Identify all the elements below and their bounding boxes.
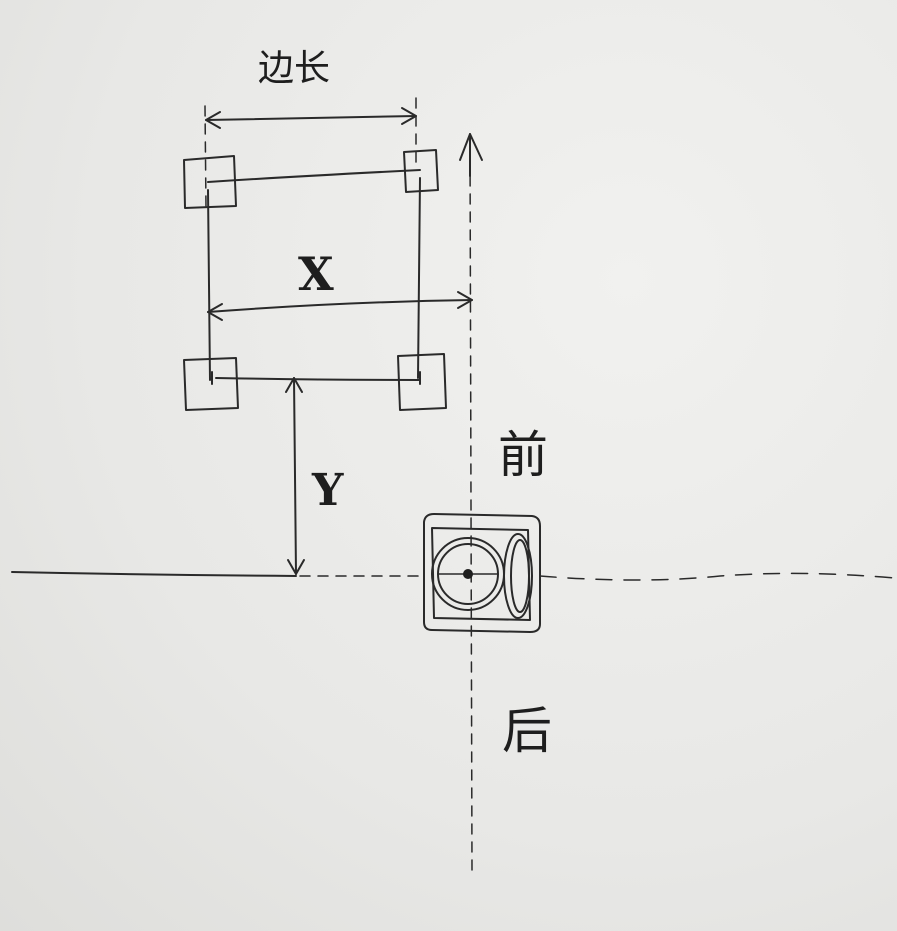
side-length-arrowhead-right: [401, 107, 417, 125]
side-length-extension-left: [204, 105, 207, 209]
y-arrow-line: [293, 377, 297, 575]
square-right-edge: [417, 177, 421, 379]
robot-body-outer: [423, 513, 541, 633]
baseline-dash-right: [539, 572, 896, 581]
y-arrowhead-top: [285, 377, 303, 393]
side-length-label: 边长: [258, 48, 330, 89]
side-length-arrowhead-left: [205, 111, 221, 129]
side-wheel-inner: [510, 539, 530, 613]
x-arrowhead-left: [207, 303, 223, 321]
corner-marker-bottom-left: [183, 357, 239, 411]
wheel-center-dot: [463, 569, 473, 579]
vertical-axis-line: [469, 139, 473, 871]
side-wheel-outer: [503, 533, 533, 619]
corner-marker-top-left: [183, 155, 237, 209]
y-label: Y: [311, 465, 344, 516]
corner-marker-bottom-right: [397, 353, 447, 411]
baseline-solid: [11, 571, 297, 577]
square-top-edge: [207, 169, 421, 183]
x-arrow-line: [207, 299, 473, 313]
square-left-edge: [207, 189, 211, 381]
front-label: 前: [498, 426, 548, 484]
side-length-arrow-line: [205, 115, 417, 121]
vertical-axis-arrowhead: [459, 133, 483, 161]
corner-marker-top-right: [403, 149, 439, 193]
square-bottom-edge: [215, 377, 421, 381]
x-label: X: [298, 247, 334, 301]
robot-body-inner: [431, 527, 531, 621]
y-arrowhead-bottom: [287, 559, 305, 575]
back-label: 后: [502, 702, 552, 760]
x-arrowhead-right: [457, 291, 473, 309]
